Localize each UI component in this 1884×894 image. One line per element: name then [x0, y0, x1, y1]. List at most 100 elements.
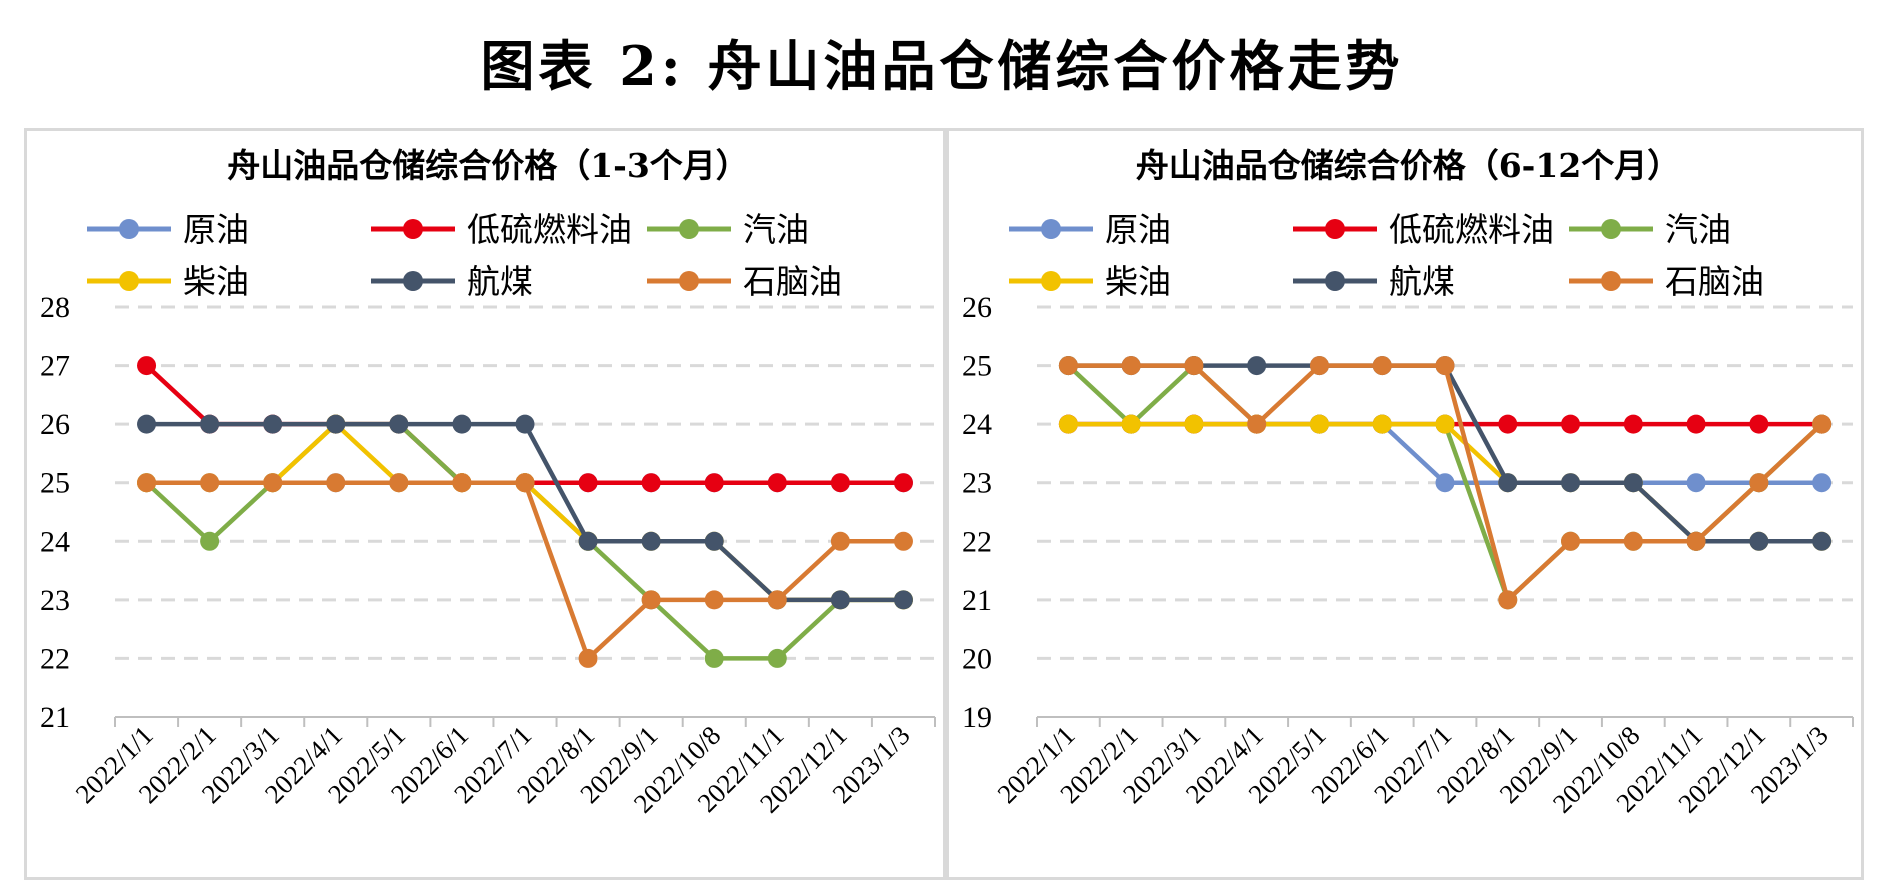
long-term-legend-label-gasoline: 汽油 [1665, 210, 1731, 249]
short-term-point-jet [326, 414, 346, 434]
long-term-legend-label-lsfo: 低硫燃料油 [1389, 210, 1554, 249]
short-term-legend-label-jet: 航煤 [467, 262, 533, 301]
long-term-point-naphtha [1812, 414, 1832, 434]
short-term-series-line-diesel [146, 421, 904, 603]
short-term-legend-marker-jet [403, 271, 423, 291]
long-term-point-jet [1623, 473, 1643, 493]
short-term-point-naphtha [893, 531, 913, 551]
short-term-legend-marker-crude [119, 219, 139, 239]
short-term-legend-marker-diesel [119, 271, 139, 291]
short-term-y-tick-label: 24 [40, 525, 70, 558]
long-term-point-jet [1561, 473, 1581, 493]
short-term-legend-item-crude: 原油 [87, 210, 249, 249]
long-term-legend-item-naphtha: 石脑油 [1569, 262, 1764, 301]
short-term-legend-item-naphtha: 石脑油 [647, 262, 842, 301]
long-term-legend-item-crude: 原油 [1009, 210, 1171, 249]
long-term-legend-label-naphtha: 石脑油 [1665, 262, 1764, 301]
long-term-point-naphtha [1309, 356, 1329, 376]
long-term-point-naphtha [1372, 356, 1392, 376]
long-term-point-crude [1435, 473, 1455, 493]
short-term-chart-title: 舟山油品仓储综合价格（1-3个月） [227, 146, 749, 185]
short-term-legend-item-diesel: 柴油 [87, 262, 249, 301]
long-term-point-jet [1247, 356, 1267, 376]
long-term-point-lsfo [1561, 414, 1581, 434]
short-term-point-naphtha [515, 473, 535, 493]
short-term-y-tick-label: 21 [40, 701, 70, 734]
long-term-point-lsfo [1749, 414, 1769, 434]
long-term-point-crude [1686, 473, 1706, 493]
short-term-legend-marker-naphtha [679, 271, 699, 291]
short-term-point-jet [200, 414, 220, 434]
short-term-point-lsfo [641, 473, 661, 493]
short-term-point-lsfo [578, 473, 598, 493]
short-term-point-lsfo [704, 473, 724, 493]
short-term-point-lsfo [893, 473, 913, 493]
short-term-y-tick-label: 27 [40, 350, 70, 383]
long-term-point-diesel [1058, 414, 1078, 434]
short-term-legend-label-gasoline: 汽油 [743, 210, 809, 249]
short-term-point-jet [830, 590, 850, 610]
short-term-y-tick-label: 23 [40, 584, 70, 617]
short-term-point-jet [389, 414, 409, 434]
long-term-legend-label-crude: 原油 [1105, 210, 1171, 249]
long-term-y-tick-label: 22 [962, 525, 992, 558]
long-term-legend-label-diesel: 柴油 [1105, 262, 1171, 301]
short-term-y-tick-label: 22 [40, 642, 70, 675]
long-term-point-naphtha [1121, 356, 1141, 376]
short-term-point-jet [452, 414, 472, 434]
long-term-point-naphtha [1561, 531, 1581, 551]
long-term-point-jet [1812, 531, 1832, 551]
long-term-y-tick-label: 26 [962, 291, 992, 324]
short-term-legend-label-crude: 原油 [183, 210, 249, 249]
short-term-legend-item-gasoline: 汽油 [647, 210, 809, 249]
short-term-y-tick-label: 25 [40, 467, 70, 500]
long-term-y-tick-label: 19 [962, 701, 992, 734]
long-term-point-naphtha [1686, 531, 1706, 551]
long-term-point-diesel [1435, 414, 1455, 434]
long-term-y-tick-label: 20 [962, 642, 992, 675]
long-term-legend-item-gasoline: 汽油 [1569, 210, 1731, 249]
short-term-point-naphtha [137, 473, 157, 493]
short-term-point-naphtha [263, 473, 283, 493]
short-term-point-naphtha [452, 473, 472, 493]
long-term-point-diesel [1372, 414, 1392, 434]
short-term-point-gasoline [200, 531, 220, 551]
short-term-point-lsfo [767, 473, 787, 493]
short-term-point-naphtha [200, 473, 220, 493]
short-term-point-jet [263, 414, 283, 434]
short-term-legend-marker-gasoline [679, 219, 699, 239]
short-term-legend-label-diesel: 柴油 [183, 262, 249, 301]
short-term-point-naphtha [704, 590, 724, 610]
short-term-legend-label-naphtha: 石脑油 [743, 262, 842, 301]
long-term-point-crude [1812, 473, 1832, 493]
long-term-legend-marker-crude [1041, 219, 1061, 239]
long-term-point-jet [1749, 531, 1769, 551]
short-term-series-line-naphtha [146, 480, 904, 661]
short-term-point-jet [641, 531, 661, 551]
long-term-legend-marker-lsfo [1325, 219, 1345, 239]
long-term-legend-item-diesel: 柴油 [1009, 262, 1171, 301]
short-term-legend-item-jet: 航煤 [371, 262, 533, 301]
long-term-legend-label-jet: 航煤 [1389, 262, 1455, 301]
short-term-point-naphtha [389, 473, 409, 493]
short-term-series-line-jet [146, 421, 904, 603]
long-term-y-tick-label: 23 [962, 467, 992, 500]
long-term-legend-item-lsfo: 低硫燃料油 [1293, 210, 1554, 249]
long-term-legend-marker-gasoline [1601, 219, 1621, 239]
long-term-y-tick-label: 24 [962, 408, 992, 441]
long-term-legend-item-jet: 航煤 [1293, 262, 1455, 301]
chart-panel-long-term: 舟山油品仓储综合价格（6-12个月） 原油 低硫燃料油 汽油 柴油 航煤 石脑油 19 20 21… [946, 128, 1864, 880]
long-term-point-lsfo [1686, 414, 1706, 434]
short-term-point-jet [578, 531, 598, 551]
long-term-legend-marker-jet [1325, 271, 1345, 291]
long-term-point-naphtha [1498, 590, 1518, 610]
short-term-point-naphtha [767, 590, 787, 610]
short-term-point-lsfo [137, 356, 157, 376]
short-term-point-naphtha [326, 473, 346, 493]
long-term-legend-marker-diesel [1041, 271, 1061, 291]
long-term-point-diesel [1309, 414, 1329, 434]
long-term-point-naphtha [1184, 356, 1204, 376]
long-term-point-naphtha [1749, 473, 1769, 493]
